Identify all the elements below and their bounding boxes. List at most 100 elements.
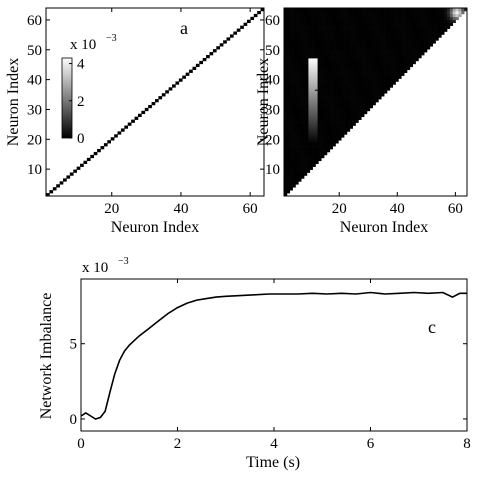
heatmap-b-cell: [335, 43, 339, 47]
heatmap-b-cell: [418, 55, 422, 59]
heatmap-b-cell: [301, 40, 305, 44]
heatmap-b-cell: [349, 31, 353, 35]
heatmap-b-cell: [392, 13, 396, 18]
heatmap-b-cell: [332, 72, 336, 76]
heatmap-b-cell: [369, 49, 373, 53]
heatmap-b-cell: [304, 151, 308, 156]
heatmap-b-cell: [318, 84, 322, 88]
heatmap-b-cell: [309, 163, 313, 167]
x-tick-label: 20: [104, 201, 119, 217]
heatmap-b-cell: [364, 22, 368, 26]
heatmap-b-cell: [366, 28, 371, 32]
heatmap-b-cell: [286, 143, 291, 147]
heatmap-b-cell: [321, 84, 325, 88]
heatmap-b-cell: [358, 102, 362, 106]
heatmap-b-cell: [338, 102, 342, 106]
heatmap-b-cell: [321, 119, 325, 123]
heatmap-b-cell: [304, 49, 308, 53]
heatmap-b-cell: [309, 52, 313, 56]
heatmap-b-cell: [335, 81, 339, 85]
heatmap-b-cell: [346, 99, 351, 103]
heatmap-b-cell: [384, 43, 388, 47]
heatmap-b-cell: [386, 16, 391, 21]
heatmap-b-cell: [446, 10, 451, 15]
heatmap-b-cell: [361, 37, 365, 41]
heatmap-b-cell: [358, 10, 362, 15]
heatmap-b-cell: [341, 102, 345, 106]
heatmap-b-cell: [284, 52, 288, 56]
heatmap-b-cell: [446, 19, 451, 24]
heatmap-b-cell: [295, 178, 299, 182]
colorbar-b-exponent: −3: [353, 34, 364, 45]
heatmap-b-cell: [349, 55, 353, 59]
heatmap-b-cell: [355, 60, 359, 65]
heatmap-b-cell: [381, 87, 385, 91]
heatmap-b-cell: [378, 10, 382, 15]
heatmap-b-cell: [318, 8, 322, 12]
heatmap-b-cell: [309, 149, 313, 153]
heatmap-b-cell: [409, 49, 414, 53]
heatmap-b-cell: [286, 178, 291, 182]
heatmap-b-cell: [329, 93, 333, 97]
heatmap-b-cell: [286, 149, 291, 153]
heatmap-b-cell: [292, 107, 296, 112]
heatmap-b-cell: [284, 104, 288, 109]
heatmap-b-cell: [284, 160, 288, 165]
colorbar-tick-label: 0: [322, 137, 330, 153]
heatmap-b-cell: [318, 34, 322, 38]
heatmap-b-cell: [389, 72, 394, 76]
heatmap-b-cell: [335, 22, 339, 26]
heatmap-b-cell: [284, 69, 288, 73]
heatmap-b-cell: [392, 46, 396, 50]
heatmap-b-cell: [429, 43, 434, 47]
heatmap-b-cell: [369, 13, 373, 18]
heatmap-b-cell: [321, 81, 325, 85]
heatmap-b-cell: [286, 40, 291, 44]
heatmap-a-cell: [229, 34, 234, 38]
heatmap-b-cell: [349, 96, 353, 100]
heatmap-a-cell: [93, 151, 98, 156]
heatmap-b-cell: [446, 16, 451, 21]
heatmap-b-cell: [326, 128, 331, 132]
heatmap-b-cell: [292, 172, 296, 176]
heatmap-b-cell: [381, 19, 385, 24]
y-tick-label: 30: [27, 102, 42, 118]
heatmap-b-cell: [284, 172, 288, 176]
heatmap-b-cell: [335, 63, 339, 68]
heatmap-b-cell: [292, 22, 296, 26]
heatmap-b-cell: [298, 63, 302, 68]
heatmap-b-cell: [404, 46, 408, 50]
heatmap-b-cell: [292, 143, 296, 147]
heatmap-b-cell: [286, 119, 291, 123]
heatmap-b-cell: [392, 34, 396, 38]
heatmap-b-cell: [401, 49, 405, 53]
heatmap-b-cell: [352, 78, 356, 82]
heatmap-b-cell: [364, 34, 368, 38]
heatmap-b-cell: [306, 19, 311, 24]
heatmap-b-cell: [295, 125, 299, 129]
heatmap-b-cell: [358, 93, 362, 97]
heatmap-b-cell: [369, 25, 373, 29]
heatmap-b-cell: [321, 134, 325, 138]
heatmap-b-cell: [284, 146, 288, 150]
heatmap-b-cell: [395, 22, 399, 26]
heatmap-b-cell: [346, 107, 351, 112]
heatmap-b-cell: [292, 125, 296, 129]
heatmap-b-cell: [284, 193, 288, 196]
heatmap-b-cell: [358, 96, 362, 100]
heatmap-b-cell: [298, 40, 302, 44]
heatmap-b-cell: [464, 8, 467, 12]
heatmap-b-cell: [318, 131, 322, 135]
heatmap-b-cell: [355, 81, 359, 85]
heatmap-b-cell: [349, 60, 353, 65]
heatmap-b-cell: [352, 84, 356, 88]
heatmap-b-cell: [292, 84, 296, 88]
heatmap-b-cell: [289, 122, 293, 126]
heatmap-b-cell: [292, 128, 296, 132]
heatmap-b-cell: [344, 13, 348, 18]
heatmap-b-cell: [364, 90, 368, 94]
heatmap-b-cell: [432, 8, 436, 12]
heatmap-b-cell: [372, 49, 376, 53]
heatmap-b-cell: [412, 8, 416, 12]
heatmap-b-cell: [318, 102, 322, 106]
